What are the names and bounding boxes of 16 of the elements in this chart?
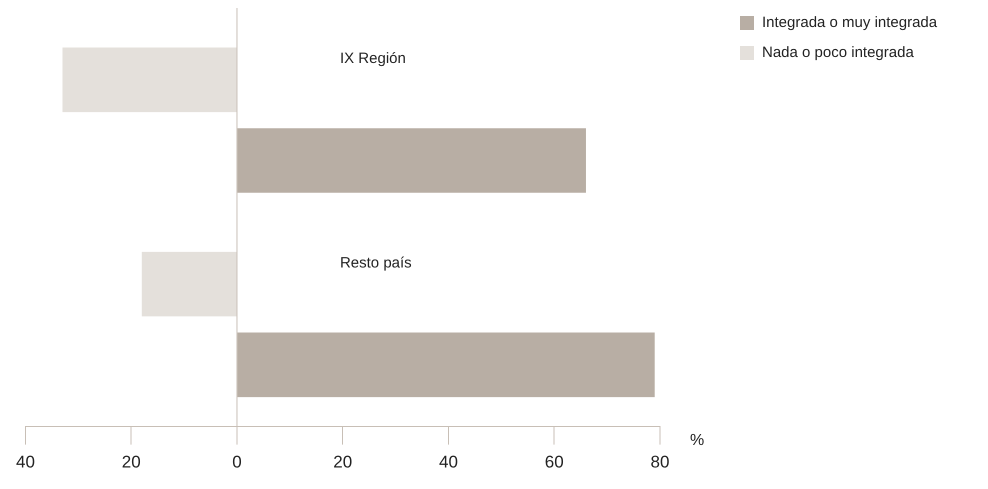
bar [237,332,655,398]
y-tick-label: Resto país [340,254,412,272]
bar [237,128,586,193]
bar [142,252,236,316]
x-axis-title: % [690,432,704,450]
legend-label: Nada o poco integrada [762,44,914,62]
y-tick-label: IX Región [340,50,406,68]
legend-label: Integrada o muy integrada [762,14,938,32]
x-tick-label: 40 [439,452,458,472]
x-tick-label: 60 [544,452,564,472]
x-tick-label: 0 [232,452,242,472]
x-tick-label: 20 [122,452,141,472]
x-tick-label: 40 [16,452,35,472]
x-tick-label: 20 [333,452,352,472]
x-tick-label: 80 [650,452,670,472]
bar [62,48,236,112]
